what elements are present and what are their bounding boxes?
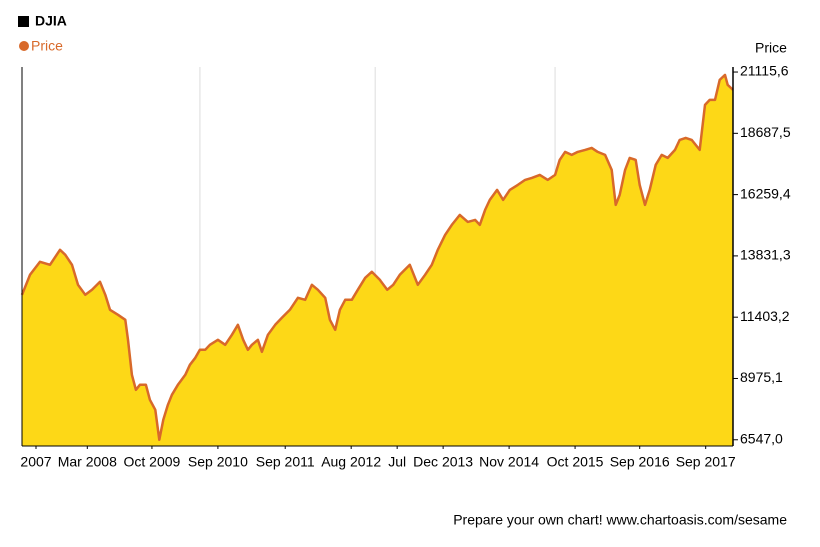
y-tick-label: 8975,1 [740, 369, 783, 385]
x-tick-label: Sep 2010 [188, 454, 248, 470]
y-tick-label: 13831,3 [740, 247, 791, 263]
legend-marker [19, 41, 29, 51]
y-tick-label: 16259,4 [740, 185, 791, 201]
x-tick-label: Dec 2013 [413, 454, 473, 470]
x-tick-label: Sep 2011 [256, 454, 315, 470]
legend-title-marker [18, 16, 29, 27]
legend-title: DJIA [35, 13, 67, 29]
x-tick-label: Oct 2015 [547, 454, 604, 470]
x-tick-label: Jul [388, 454, 406, 470]
y-axis-label: Price [755, 40, 787, 56]
x-tick-label: Nov 2014 [479, 454, 539, 470]
area [22, 74, 733, 447]
x-tick-label: Mar 2008 [58, 454, 117, 470]
x-tick-label: Aug 2012 [321, 454, 381, 470]
footer: Prepare your own chart! www.chartoasis.c… [453, 512, 787, 528]
y-tick-label: 18687,5 [740, 124, 791, 140]
x-tick-label: Sep 2017 [676, 454, 736, 470]
x-tick-label: Sep 2016 [610, 454, 670, 470]
legend-label: Price [31, 38, 63, 54]
y-tick-label: 21115,6 [740, 63, 789, 79]
y-tick-label: 11403,2 [740, 308, 790, 324]
line [20, 73, 734, 442]
x-tick-label: Oct 2009 [124, 454, 181, 470]
x-tick-label: 2007 [20, 454, 51, 470]
y-tick-label: 6547,0 [740, 430, 783, 446]
